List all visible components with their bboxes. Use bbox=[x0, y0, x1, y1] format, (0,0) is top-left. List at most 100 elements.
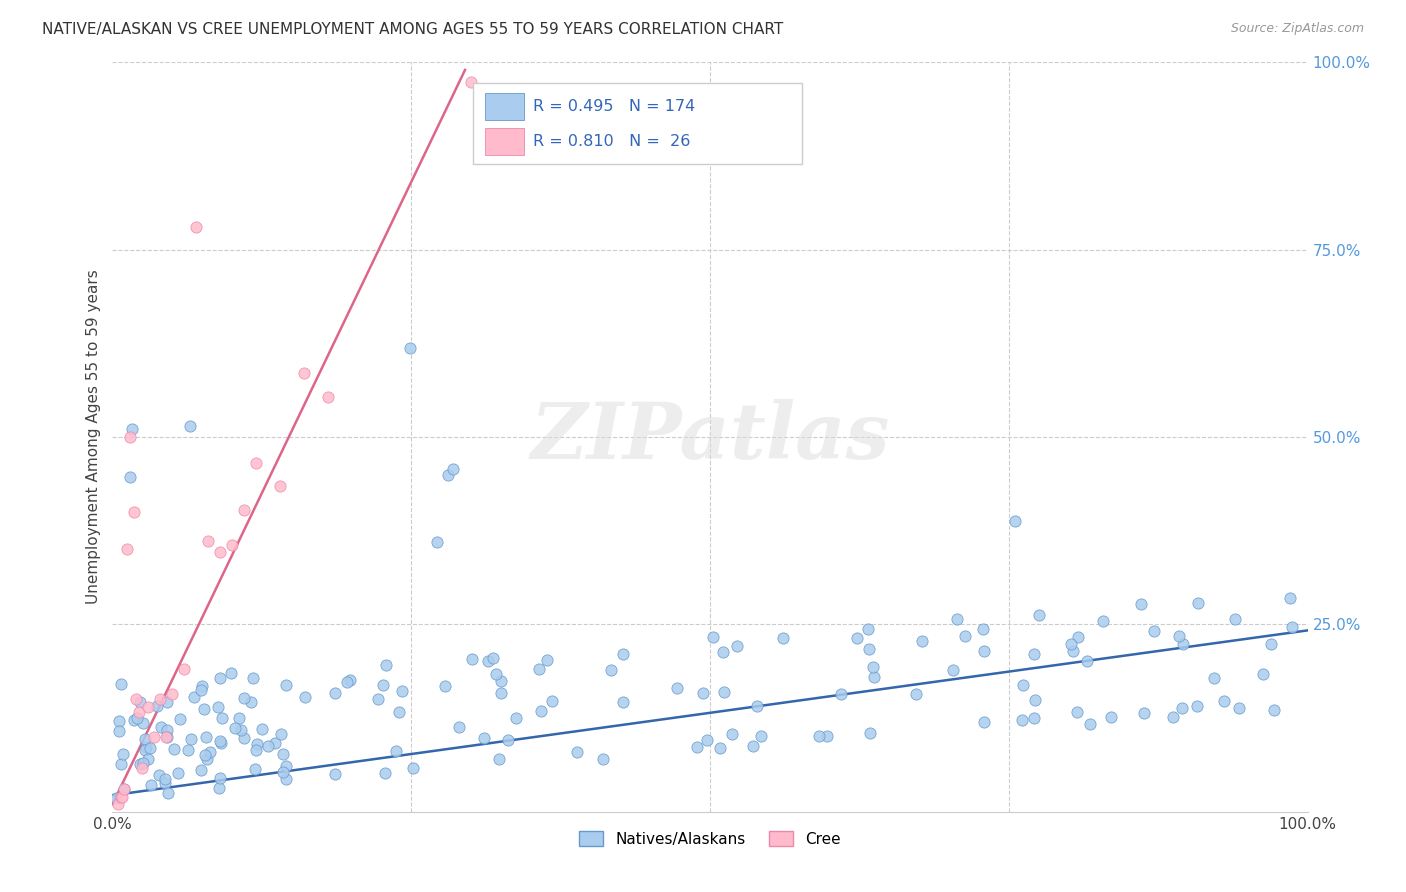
Point bbox=[325, 766, 347, 780]
Point bbox=[1060, 637, 1083, 651]
Text: ZIPatlas: ZIPatlas bbox=[530, 399, 890, 475]
Point bbox=[208, 733, 231, 747]
Point bbox=[399, 342, 422, 356]
Point bbox=[830, 687, 852, 701]
Point bbox=[402, 761, 425, 775]
Point bbox=[862, 660, 884, 674]
Point bbox=[374, 766, 396, 780]
Point bbox=[107, 797, 129, 812]
Point bbox=[274, 772, 297, 787]
Point bbox=[460, 74, 482, 88]
Point bbox=[135, 740, 157, 755]
Point bbox=[156, 730, 179, 744]
Point bbox=[426, 535, 449, 549]
Point bbox=[1011, 678, 1033, 692]
Point bbox=[600, 663, 623, 677]
Legend: Natives/Alaskans, Cree: Natives/Alaskans, Cree bbox=[572, 824, 848, 853]
Point bbox=[232, 731, 254, 745]
Point bbox=[105, 790, 128, 805]
Point bbox=[209, 672, 232, 686]
Point bbox=[200, 745, 222, 759]
Point bbox=[245, 742, 267, 756]
Point bbox=[138, 699, 160, 714]
Point bbox=[846, 631, 869, 645]
Point bbox=[946, 612, 969, 626]
Point bbox=[131, 761, 153, 775]
Point bbox=[122, 505, 145, 519]
Point bbox=[183, 690, 205, 704]
Point bbox=[1263, 703, 1285, 717]
Point bbox=[149, 692, 172, 706]
Point bbox=[110, 757, 132, 772]
Point bbox=[233, 690, 256, 705]
Point bbox=[1143, 624, 1166, 639]
Point bbox=[973, 715, 995, 730]
Point bbox=[120, 430, 142, 444]
Point bbox=[1279, 591, 1302, 606]
Point bbox=[461, 651, 484, 665]
Point bbox=[472, 731, 495, 745]
Point bbox=[108, 714, 131, 728]
Point bbox=[221, 538, 243, 552]
Point bbox=[134, 743, 156, 757]
Point bbox=[256, 739, 278, 754]
Point bbox=[233, 503, 256, 517]
Point bbox=[859, 726, 882, 740]
Point bbox=[1281, 620, 1303, 634]
Point bbox=[132, 715, 155, 730]
Point bbox=[1099, 710, 1122, 724]
Point bbox=[911, 634, 934, 648]
Point bbox=[150, 719, 173, 733]
Point bbox=[124, 713, 146, 727]
Point bbox=[481, 651, 503, 665]
Point bbox=[136, 752, 159, 766]
Point bbox=[190, 679, 212, 693]
FancyBboxPatch shape bbox=[474, 83, 801, 163]
Point bbox=[741, 739, 763, 753]
Point bbox=[713, 685, 735, 699]
Point bbox=[195, 752, 218, 766]
Point bbox=[110, 677, 132, 691]
Point bbox=[127, 711, 149, 725]
Point bbox=[129, 757, 152, 772]
Point bbox=[153, 776, 176, 790]
Point bbox=[1091, 614, 1114, 628]
Point bbox=[157, 786, 180, 800]
Point bbox=[592, 752, 614, 766]
Point bbox=[496, 732, 519, 747]
Point bbox=[1212, 694, 1234, 708]
Point bbox=[477, 654, 499, 668]
Point bbox=[180, 732, 202, 747]
Point bbox=[139, 740, 162, 755]
FancyBboxPatch shape bbox=[485, 128, 523, 154]
Point bbox=[186, 220, 208, 235]
Point bbox=[211, 711, 233, 725]
Point bbox=[505, 710, 527, 724]
Point bbox=[772, 631, 794, 645]
Point bbox=[491, 686, 513, 700]
Point bbox=[541, 693, 564, 707]
Point bbox=[231, 723, 253, 737]
Point bbox=[530, 704, 553, 718]
Point bbox=[173, 662, 195, 676]
Point bbox=[125, 692, 148, 706]
Point bbox=[709, 741, 731, 756]
Point bbox=[245, 762, 267, 776]
Point bbox=[856, 622, 879, 636]
Point bbox=[194, 730, 217, 744]
Point bbox=[612, 647, 634, 661]
Point bbox=[163, 742, 186, 756]
Point bbox=[219, 666, 242, 681]
Point bbox=[692, 686, 714, 700]
Point bbox=[1067, 630, 1090, 644]
Point bbox=[190, 763, 212, 777]
Point bbox=[276, 758, 298, 772]
Point bbox=[1078, 717, 1101, 731]
Point bbox=[155, 730, 177, 744]
Point bbox=[167, 766, 190, 780]
Point bbox=[815, 729, 838, 743]
Point bbox=[711, 645, 734, 659]
Point bbox=[121, 422, 143, 436]
Point bbox=[391, 683, 413, 698]
Point bbox=[134, 731, 156, 746]
